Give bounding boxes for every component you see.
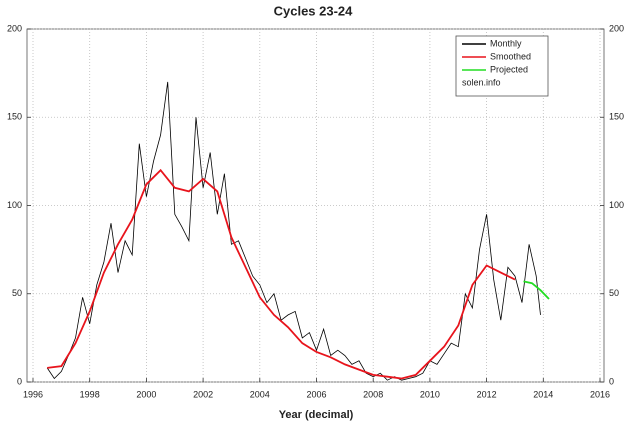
y2-tick-label: 100 [609, 200, 624, 210]
x-tick-label: 2006 [306, 389, 326, 399]
x-tick-label: 2012 [477, 389, 497, 399]
y2-tick-label: 200 [609, 23, 624, 33]
series-line [523, 280, 550, 300]
x-tick-label: 2010 [420, 389, 440, 399]
x-tick-label: 2008 [363, 389, 383, 399]
y-tick-label: 150 [7, 112, 22, 122]
x-tick-label: 2014 [533, 389, 553, 399]
x-tick-label: 2000 [136, 389, 156, 399]
chart-title: Cycles 23-24 [274, 3, 354, 18]
x-axis-label: Year (decimal) [279, 409, 354, 421]
x-tick-label: 1998 [80, 389, 100, 399]
legend-box [455, 35, 549, 97]
legend-label: Monthly [490, 38, 522, 48]
legend-label: Smoothed [490, 51, 531, 61]
series-line [46, 81, 541, 381]
legend-note: solen.info [462, 77, 501, 87]
y-tick-label: 200 [7, 23, 22, 33]
y-tick-label: 100 [7, 200, 22, 210]
legend-label: Projected [490, 64, 528, 74]
series-line [47, 168, 516, 380]
x-tick-label: 1996 [23, 389, 43, 399]
x-tick-label: 2004 [250, 389, 270, 399]
y-tick-label: 0 [17, 376, 22, 386]
y2-tick-label: 0 [609, 376, 614, 386]
y2-tick-label: 150 [609, 112, 624, 122]
y-tick-label: 50 [12, 288, 22, 298]
x-tick-label: 2016 [590, 389, 610, 399]
x-tick-label: 2002 [193, 389, 213, 399]
y2-tick-label: 50 [609, 288, 619, 298]
